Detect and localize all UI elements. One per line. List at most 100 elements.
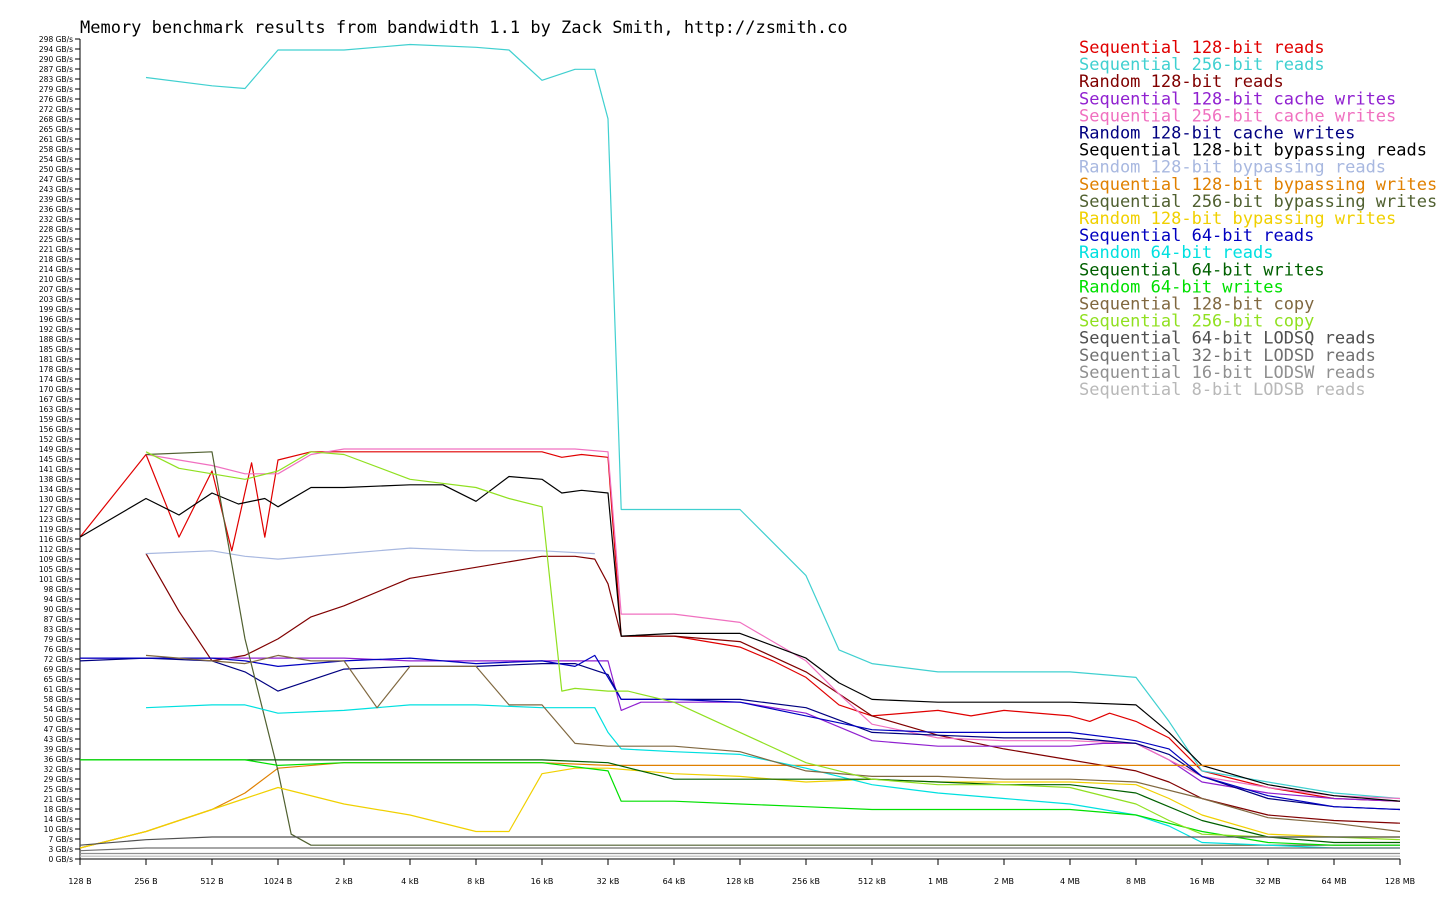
legend-entry: Sequential 64-bit writes [1079, 260, 1325, 280]
y-tick-label: 50 GB/s [44, 715, 73, 724]
x-tick-label: 16 kB [531, 877, 554, 886]
series-line [79, 836, 1400, 846]
y-tick-label: 265 GB/s [39, 125, 73, 134]
series-line [80, 759, 1400, 844]
legend-entry: Sequential 256-bit copy [1079, 312, 1314, 332]
y-tick-label: 218 GB/s [39, 255, 73, 264]
y-tick-label: 261 GB/s [39, 135, 73, 144]
legend-entry: Sequential 16-bit LODSW reads [1079, 363, 1376, 383]
chart-title: Memory benchmark results from bandwidth … [80, 18, 848, 38]
legend-entry: Sequential 256-bit cache writes [1079, 106, 1396, 126]
y-tick-label: 159 GB/s [39, 415, 73, 424]
x-tick-label: 32 kB [597, 877, 620, 886]
y-tick-label: 178 GB/s [39, 365, 73, 374]
y-tick-label: 134 GB/s [39, 485, 73, 494]
series-line [79, 847, 1400, 852]
y-axis-tick-labels: 0 GB/s3 GB/s7 GB/s10 GB/s14 GB/s18 GB/s2… [39, 35, 73, 864]
y-tick-label: 167 GB/s [39, 395, 73, 404]
y-tick-label: 163 GB/s [39, 405, 73, 414]
y-tick-label: 214 GB/s [39, 265, 73, 274]
x-tick-label: 2 kB [335, 877, 353, 886]
legend-entry: Random 128-bit bypassing writes [1079, 209, 1396, 229]
y-tick-label: 47 GB/s [44, 725, 73, 734]
y-tick-label: 268 GB/s [39, 115, 73, 124]
y-tick-label: 298 GB/s [39, 35, 73, 44]
y-tick-label: 243 GB/s [39, 185, 73, 194]
legend-entry: Random 128-bit cache writes [1079, 124, 1355, 144]
series-line [80, 759, 1400, 846]
y-tick-label: 39 GB/s [44, 745, 73, 754]
x-tick-label: 128 MB [1385, 877, 1415, 886]
series-line [145, 448, 1401, 800]
y-tick-label: 192 GB/s [39, 325, 73, 334]
series-line [145, 451, 1400, 846]
y-tick-label: 58 GB/s [44, 695, 73, 704]
y-tick-label: 123 GB/s [39, 515, 73, 524]
y-tick-label: 54 GB/s [44, 705, 73, 714]
y-tick-label: 221 GB/s [39, 245, 73, 254]
y-tick-label: 152 GB/s [39, 435, 73, 444]
x-tick-label: 1024 B [264, 877, 292, 886]
y-tick-label: 254 GB/s [39, 155, 73, 164]
y-tick-label: 141 GB/s [39, 465, 73, 474]
y-tick-label: 3 GB/s [48, 845, 73, 854]
y-tick-label: 14 GB/s [44, 815, 73, 824]
y-tick-label: 109 GB/s [39, 555, 73, 564]
y-tick-label: 119 GB/s [39, 525, 73, 534]
x-tick-label: 4 kB [401, 877, 419, 886]
x-tick-label: 128 B [68, 877, 91, 886]
series-line [145, 654, 1401, 833]
axes [75, 38, 1401, 865]
x-tick-label: 2 MB [994, 877, 1014, 886]
y-tick-label: 236 GB/s [39, 205, 73, 214]
series-line [80, 654, 1401, 811]
y-tick-label: 250 GB/s [39, 165, 73, 174]
y-tick-label: 258 GB/s [39, 145, 73, 154]
y-tick-label: 290 GB/s [39, 55, 73, 64]
y-tick-label: 185 GB/s [39, 345, 73, 354]
x-tick-label: 8 kB [467, 877, 485, 886]
x-tick-label: 64 kB [663, 877, 686, 886]
y-tick-label: 272 GB/s [39, 105, 73, 114]
x-tick-label: 1 MB [928, 877, 948, 886]
series-line [145, 553, 1401, 824]
x-tick-label: 128 kB [726, 877, 754, 886]
y-tick-label: 29 GB/s [44, 775, 73, 784]
legend-entry: Sequential 128-bit bypassing reads [1079, 141, 1427, 161]
x-tick-label: 64 MB [1321, 877, 1346, 886]
legend-entry: Sequential 128-bit reads [1079, 38, 1325, 58]
y-tick-label: 105 GB/s [39, 565, 73, 574]
y-tick-label: 210 GB/s [39, 275, 73, 284]
legend-entry: Random 128-bit reads [1079, 72, 1284, 92]
y-tick-label: 90 GB/s [44, 605, 73, 614]
y-tick-label: 10 GB/s [44, 825, 73, 834]
x-tick-label: 16 MB [1189, 877, 1214, 886]
y-tick-label: 294 GB/s [39, 45, 73, 54]
y-tick-label: 156 GB/s [39, 425, 73, 434]
legend-entry: Random 64-bit writes [1079, 277, 1284, 297]
y-tick-label: 43 GB/s [44, 735, 73, 744]
y-tick-label: 225 GB/s [39, 235, 73, 244]
y-tick-label: 145 GB/s [39, 455, 73, 464]
series-line [79, 762, 1400, 849]
y-tick-label: 87 GB/s [44, 615, 73, 624]
legend-entry: Sequential 128-bit cache writes [1079, 89, 1396, 109]
series-line [145, 43, 1401, 800]
y-tick-label: 72 GB/s [44, 655, 73, 664]
y-tick-label: 138 GB/s [39, 475, 73, 484]
y-tick-label: 98 GB/s [44, 585, 73, 594]
y-tick-label: 247 GB/s [39, 175, 73, 184]
series-line [79, 767, 1400, 849]
x-tick-label: 8 MB [1126, 877, 1146, 886]
y-tick-label: 203 GB/s [39, 295, 73, 304]
y-tick-label: 149 GB/s [39, 445, 73, 454]
y-tick-label: 130 GB/s [39, 495, 73, 504]
legend-entry: Sequential 256-bit reads [1079, 55, 1325, 75]
y-tick-label: 170 GB/s [39, 385, 73, 394]
y-tick-label: 112 GB/s [39, 545, 73, 554]
y-tick-label: 76 GB/s [44, 645, 73, 654]
series-line [79, 657, 1401, 811]
y-tick-label: 287 GB/s [39, 65, 73, 74]
legend-entry: Sequential 128-bit bypassing writes [1079, 175, 1437, 195]
